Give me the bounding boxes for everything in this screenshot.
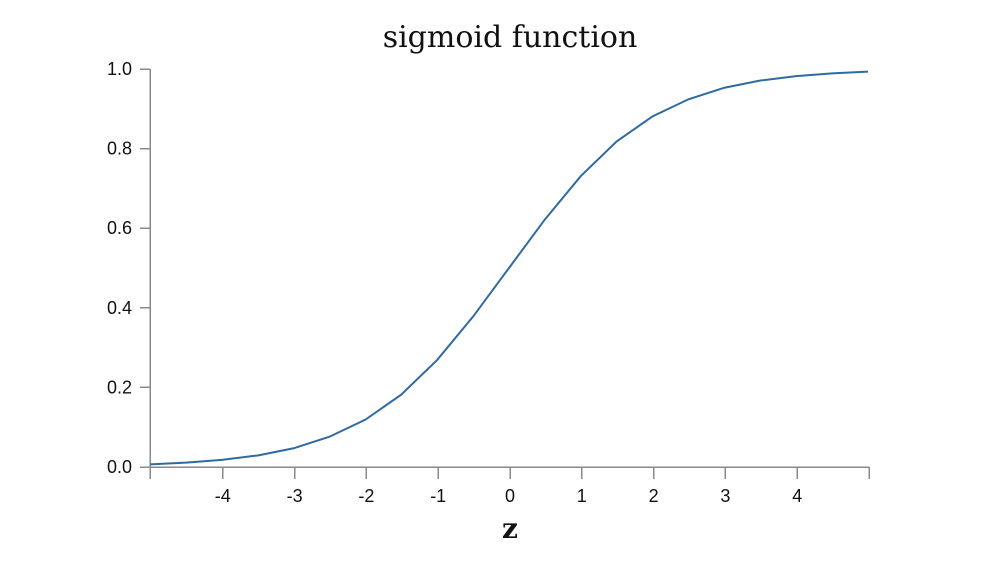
x-tick-label: -4 [215, 486, 231, 506]
y-tick-label: 0.8 [107, 139, 132, 159]
y-tick-label: 0.0 [107, 457, 132, 477]
x-axis-label: z [502, 512, 518, 545]
y-tick-label: 1.0 [107, 59, 132, 79]
y-tick-label: 0.4 [107, 298, 132, 318]
x-tick-label: 0 [505, 486, 515, 506]
x-tick-label: 4 [792, 486, 802, 506]
x-tick-label: -2 [358, 486, 374, 506]
x-tick-label: -3 [287, 486, 303, 506]
plot-area: 0.0 0.2 0.4 0.6 0.8 1.0 -4 -3 -2 -1 0 1 2 3 4 [107, 59, 870, 506]
y-tick-label: 0.6 [107, 218, 132, 238]
y-tick-label: 0.2 [107, 377, 132, 397]
x-tick-label: -1 [430, 486, 446, 506]
x-tick-label: 1 [577, 486, 587, 506]
chart-title: sigmoid function [383, 20, 638, 55]
x-tick-label: 2 [649, 486, 659, 506]
series-line [149, 70, 869, 466]
x-tick-label: 3 [720, 486, 730, 506]
